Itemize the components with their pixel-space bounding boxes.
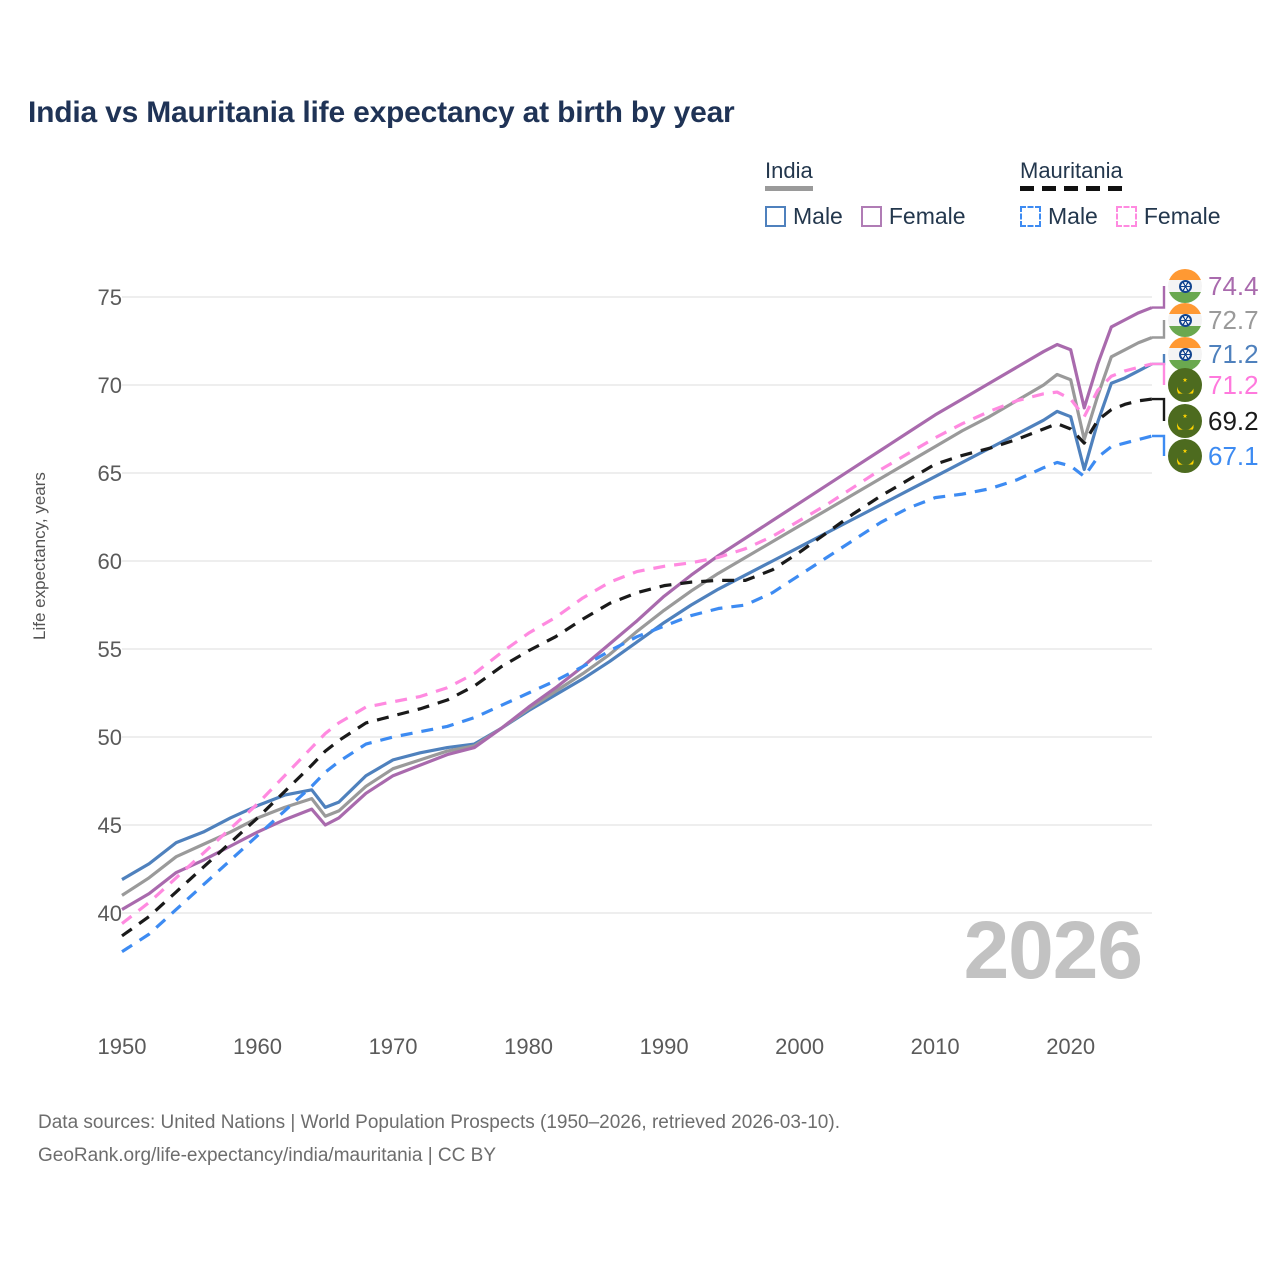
india-flag-icon	[1168, 337, 1202, 371]
series-line-india_total	[121, 335, 1153, 897]
x-tick-2010: 2010	[910, 1034, 960, 1059]
end-label-value-india_female: 74.4	[1208, 271, 1259, 301]
end-label-value-india_male: 71.2	[1208, 339, 1259, 369]
y-tick-45: 45	[97, 813, 122, 838]
end-label-india_female: 74.4	[1168, 269, 1259, 303]
end-label-connector-india_total	[1152, 320, 1166, 339]
end-label-connector-india_female	[1152, 286, 1166, 309]
x-tick-1980: 1980	[504, 1034, 554, 1059]
page-title: India vs Mauritania life expectancy at b…	[28, 96, 735, 129]
chart-footer: Data sources: United Nations | World Pop…	[38, 1106, 840, 1173]
legend-item-india-male[interactable]: Male	[765, 203, 843, 230]
y-tick-50: 50	[97, 725, 122, 750]
x-tick-1990: 1990	[639, 1034, 689, 1059]
legend-group-mauritania: Mauritania Male Female	[1020, 158, 1221, 230]
mauritania-flag-icon	[1168, 439, 1202, 473]
end-label-mauritania_total: 69.2	[1168, 404, 1259, 438]
mauritania-flag-icon	[1168, 368, 1202, 402]
x-tick-1970: 1970	[368, 1034, 418, 1059]
legend-label-india-male: Male	[793, 203, 843, 229]
end-label-value-india_total: 72.7	[1208, 305, 1259, 335]
legend-country-india: India	[765, 158, 813, 195]
y-tick-40: 40	[97, 901, 122, 926]
legend-swatch-mauritania-male	[1020, 206, 1041, 227]
legend-swatch-india-female	[860, 206, 882, 227]
legend-label-mauritania-male: Male	[1048, 203, 1098, 229]
legend-group-india: India Male Female	[765, 158, 966, 230]
legend-swatch-mauritania-female	[1115, 206, 1137, 227]
y-tick-70: 70	[97, 373, 122, 398]
legend-swatch-india-male	[765, 206, 786, 227]
india-flag-icon	[1168, 303, 1202, 337]
footer-line-2: GeoRank.org/life-expectancy/india/maurit…	[38, 1145, 496, 1167]
end-label-value-mauritania_male: 67.1	[1208, 441, 1259, 471]
year-watermark: 2026	[963, 905, 1143, 996]
legend-label-mauritania-female: Female	[1143, 203, 1221, 229]
y-tick-75: 75	[97, 285, 122, 310]
end-label-value-mauritania_total: 69.2	[1208, 406, 1259, 436]
footer-line-1: Data sources: United Nations | World Pop…	[38, 1112, 840, 1133]
mauritania-flag-icon	[1168, 404, 1202, 438]
end-label-value-mauritania_female: 71.2	[1208, 370, 1259, 400]
legend-item-mauritania-female[interactable]: Female	[1115, 203, 1221, 230]
y-tick-60: 60	[97, 549, 122, 574]
india-flag-icon	[1168, 269, 1202, 303]
x-tick-2000: 2000	[775, 1034, 825, 1059]
end-label-mauritania_male: 67.1	[1168, 439, 1259, 473]
legend-country-mauritania: Mauritania	[1020, 158, 1123, 195]
legend-india-rule	[765, 186, 813, 191]
y-tick-65: 65	[97, 461, 122, 486]
x-tick-1960: 1960	[233, 1034, 282, 1059]
end-label-connector-mauritania_male	[1152, 434, 1166, 456]
end-label-mauritania_female: 71.2	[1168, 368, 1259, 402]
legend-item-india-female[interactable]: Female	[860, 203, 966, 230]
x-tick-1950: 1950	[97, 1034, 147, 1059]
legend-label-india-female: Female	[888, 203, 966, 229]
legend-country-india-label: India	[765, 158, 813, 183]
y-tick-55: 55	[97, 637, 122, 662]
legend-mauritania-rule	[1020, 186, 1123, 191]
legend-country-mauritania-label: Mauritania	[1020, 158, 1123, 183]
x-tick-2020: 2020	[1046, 1034, 1096, 1059]
end-label-connector-mauritania_total	[1152, 397, 1166, 421]
series-line-india_female	[121, 306, 1153, 911]
chart-legend: India Male Female Mauritania	[0, 158, 1280, 238]
end-label-india_total: 72.7	[1168, 303, 1259, 337]
y-axis-ticks: 40 45 50 55 60 65 70 75	[50, 0, 122, 1280]
series-line-india_male	[121, 362, 1153, 881]
series-line-mauritania_female	[121, 362, 1153, 925]
end-label-connector-mauritania_female	[1152, 362, 1166, 385]
legend-item-mauritania-male[interactable]: Male	[1020, 203, 1098, 230]
series-line-mauritania_total	[121, 397, 1153, 938]
series-line-mauritania_male	[121, 434, 1153, 954]
end-label-india_male: 71.2	[1168, 337, 1259, 371]
